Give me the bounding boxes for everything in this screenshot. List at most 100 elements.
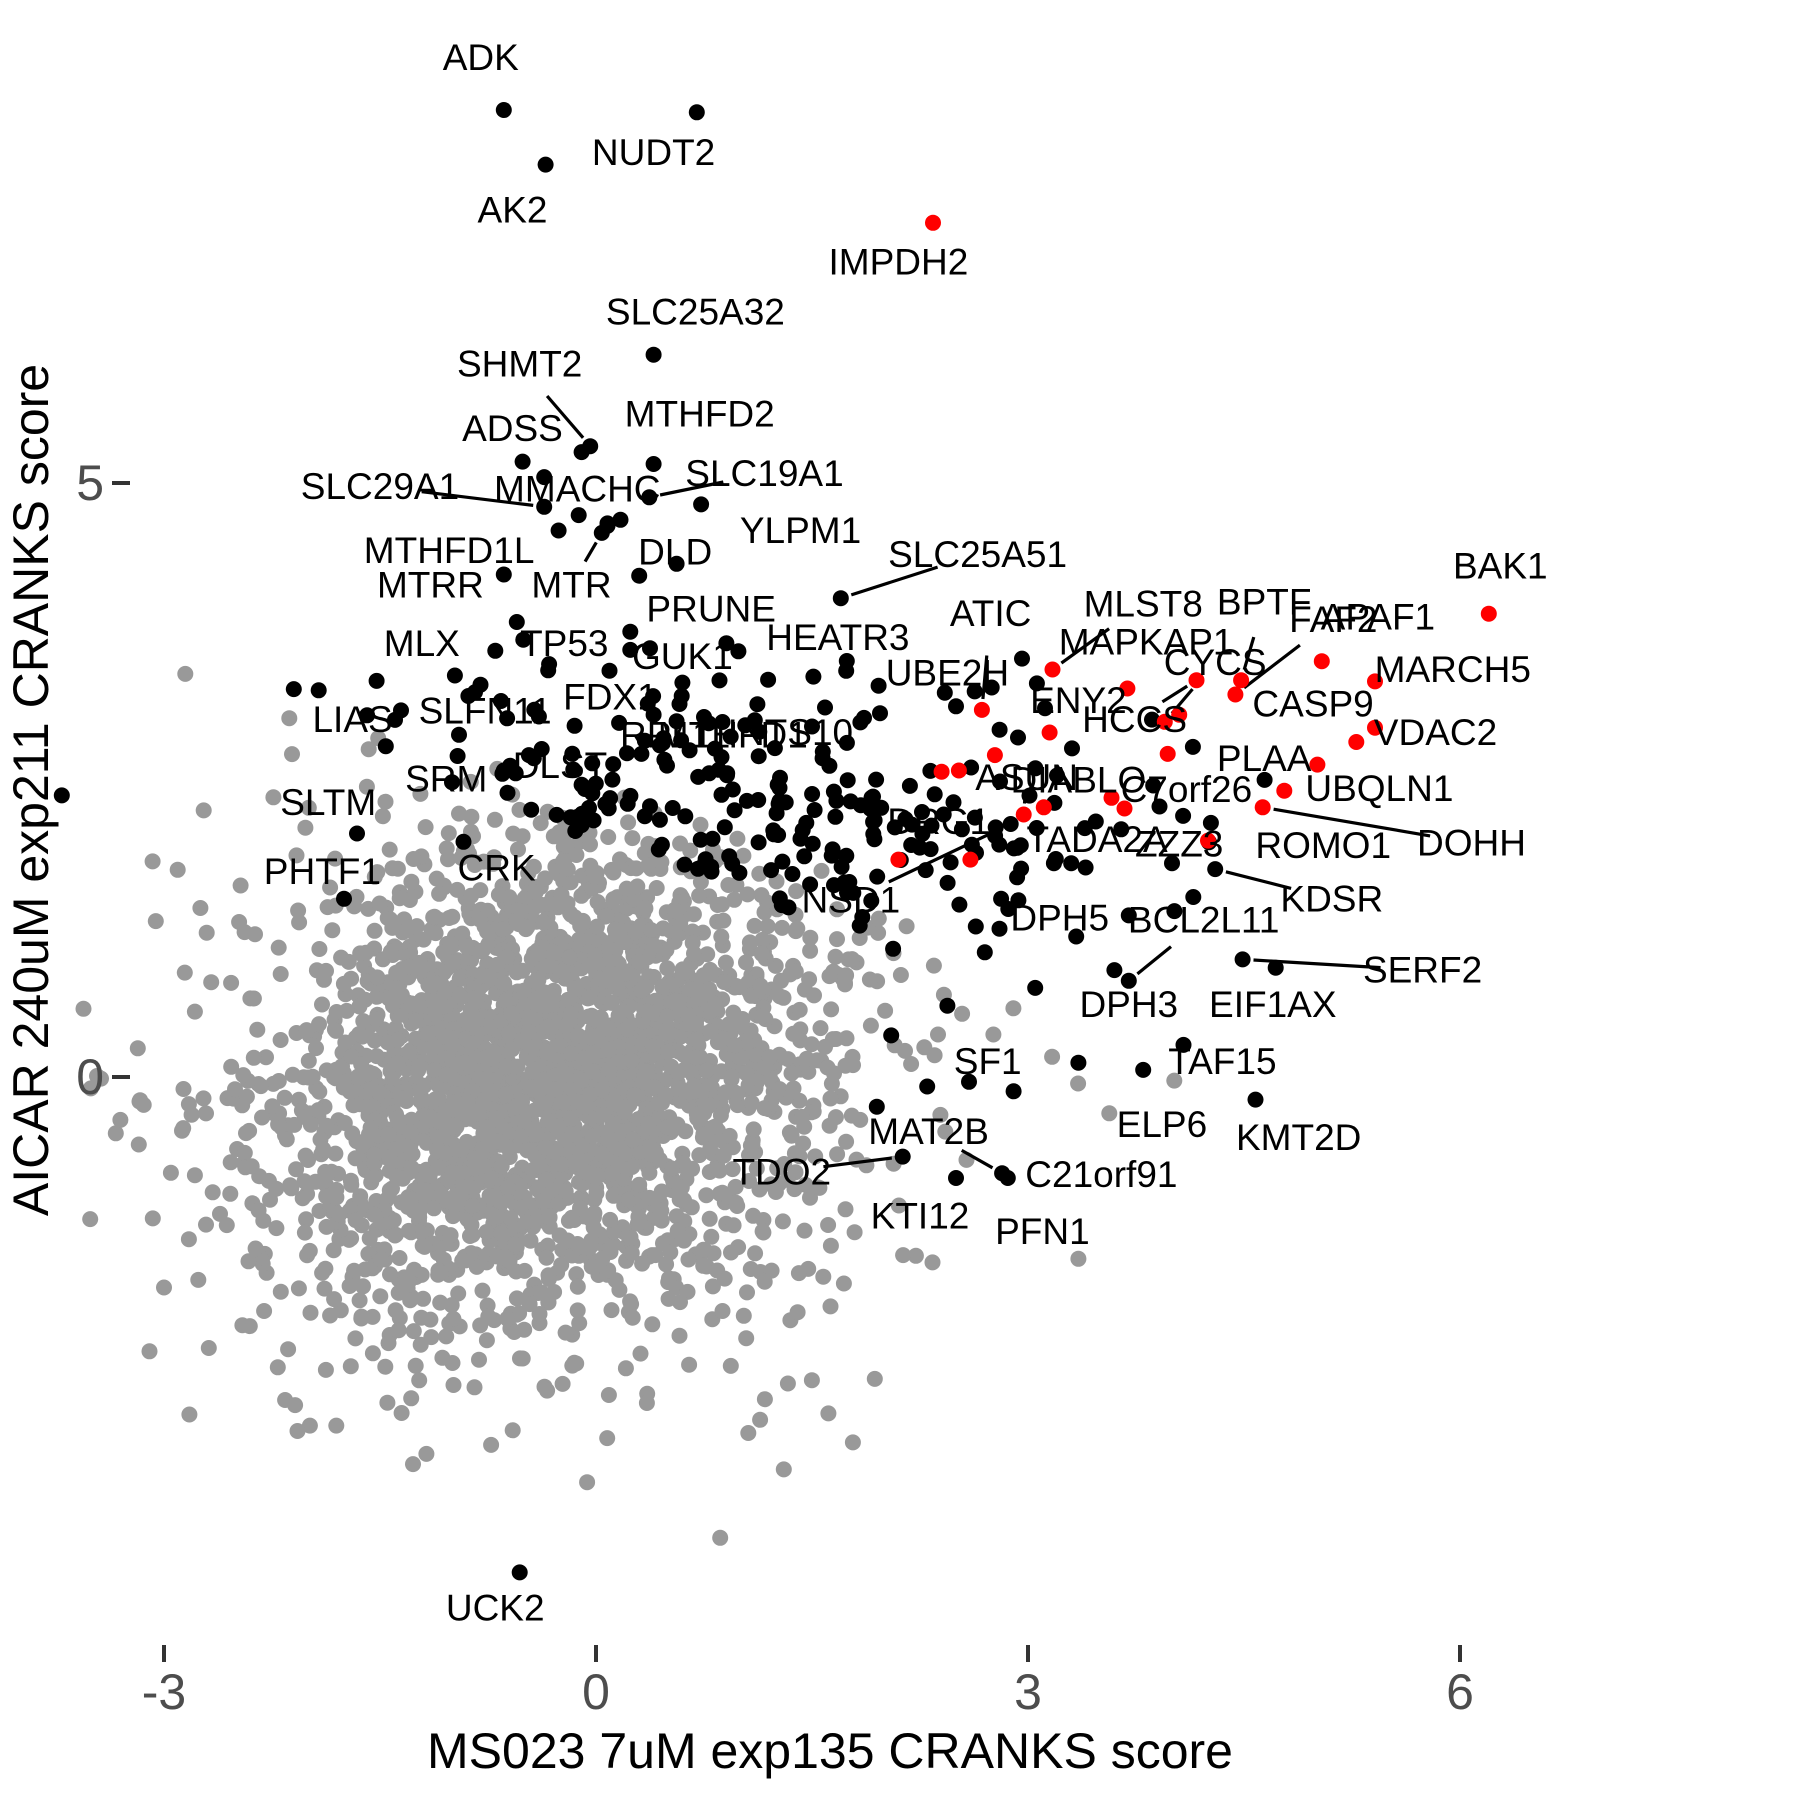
hit-point [676,856,693,873]
background-point [538,1171,555,1188]
background-point [746,917,763,934]
hit-point [566,717,583,734]
background-point [672,835,689,852]
gene-label-ADSS: ADSS [462,408,563,449]
gene-point-PFN1 [1070,1250,1087,1267]
background-point [496,975,513,992]
background-point [508,964,525,981]
gray-cloud [75,665,1183,1546]
background-point [695,1241,712,1258]
background-point [379,1034,396,1051]
background-point [331,1206,348,1223]
background-point [483,1436,500,1453]
gene-point-MTHFD2 [645,456,662,472]
background-point [593,1081,610,1098]
background-point [379,1394,396,1411]
gene-label-ELP6: ELP6 [1117,1104,1208,1145]
background-point [624,1131,641,1148]
background-point [870,910,887,927]
background-point [586,868,603,885]
background-point [514,828,531,845]
gene-label-MLST8: MLST8 [1084,584,1203,625]
hit-point [703,863,720,880]
gene-point-UBQLN1 [1276,782,1293,799]
background-point [600,1020,617,1037]
hit-point [777,794,794,811]
gene-label-SLC25A32: SLC25A32 [606,291,785,332]
background-point [450,1285,467,1302]
gene-point-FDX1 [674,674,691,691]
background-point [748,1047,765,1064]
background-point [144,1210,161,1227]
hit-point [750,834,767,851]
background-point [471,911,488,928]
hit-point [963,759,980,776]
background-point [389,1055,406,1072]
hit-point [868,1098,885,1115]
background-point [238,1125,254,1142]
background-point [394,1170,411,1187]
hit-point [863,892,880,909]
background-point [451,805,467,822]
hit-point [449,748,466,764]
background-point [236,1144,253,1161]
hit-point [570,507,587,524]
background-point [583,1258,600,1275]
background-point [318,962,334,979]
background-point [504,1041,521,1058]
background-point [440,825,457,842]
hit-point [493,693,509,709]
background-point [282,1177,299,1194]
background-point [1070,1075,1087,1092]
background-point [144,853,161,870]
leader-line-MTR [583,541,598,563]
background-point [112,1111,129,1128]
background-point [454,925,471,942]
background-point [715,1147,732,1164]
gene-label-GUK1: GUK1 [632,636,733,677]
background-point [301,1417,318,1434]
background-point [756,1273,773,1290]
background-point [695,1257,712,1274]
background-point [243,1158,260,1175]
background-point [377,1358,394,1375]
background-point [479,923,496,940]
hit-point [852,714,869,731]
background-point [803,1372,820,1389]
gene-label-TP53: TP53 [520,623,608,664]
background-point [627,924,644,941]
background-point [820,1405,837,1422]
hit-point [659,757,675,774]
background-point [462,773,479,790]
background-point [327,850,344,867]
background-point [272,1283,289,1300]
background-point [442,1227,459,1244]
background-point [682,981,699,998]
background-point [557,1324,574,1341]
background-point [569,1302,586,1319]
gene-point-SLC29A1 [536,498,553,515]
background-point [245,1049,262,1066]
background-point [580,1008,597,1025]
background-point [729,1085,746,1102]
background-point [429,1129,446,1145]
background-point [620,814,637,831]
background-point [774,1213,791,1230]
background-point [617,965,634,982]
background-point [781,1124,798,1141]
background-point [268,1220,285,1237]
background-point [417,819,434,836]
background-point [1044,1048,1061,1065]
gene-point-DLST [573,776,590,793]
hit-point [838,653,855,669]
background-point [223,1058,240,1075]
background-point [600,1041,617,1058]
background-point [489,1248,506,1265]
hit-point [749,696,766,713]
background-point [486,849,503,866]
background-point [837,1201,854,1218]
hit-point [804,835,821,852]
hit-point [992,773,1008,790]
background-point [265,789,282,806]
background-point [493,1225,510,1242]
